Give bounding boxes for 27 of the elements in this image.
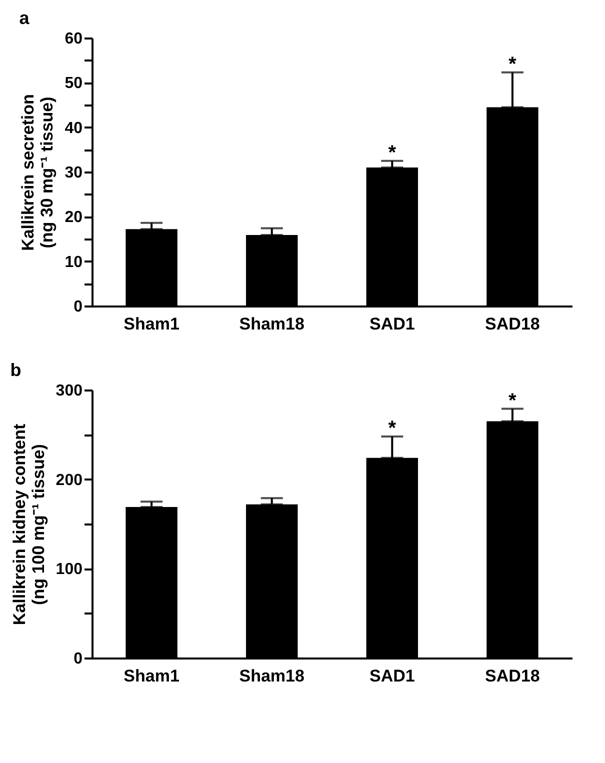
chart-title: a (19, 8, 30, 28)
x-tick-label: SAD1 (369, 666, 415, 686)
y-tick-label: 200 (56, 472, 83, 489)
y-tick-label: 20 (64, 209, 83, 226)
y-tick-label: 10 (64, 254, 83, 271)
x-tick-label: Sham18 (239, 314, 304, 334)
y-tick-label: 100 (56, 561, 83, 578)
x-tick-label: Sham18 (239, 666, 304, 686)
y-tick-label: 300 (56, 382, 83, 400)
annotation: * (388, 417, 396, 440)
y-tick-label: 0 (74, 298, 83, 316)
y-tick-label: 50 (64, 75, 83, 92)
x-tick-label: SAD1 (369, 314, 415, 334)
annotation: * (388, 142, 396, 164)
x-tick-label: SAD18 (485, 314, 540, 334)
chart-title: b (10, 360, 22, 380)
x-tick-label: SAD18 (485, 666, 540, 686)
y-tick-label: 0 (74, 650, 83, 668)
y-axis-title: Kallikrein secretion (ng 30 mg⁻¹ tissue) (18, 94, 57, 251)
annotation: * (508, 53, 517, 76)
x-tick-label: Sham1 (124, 666, 180, 686)
y-tick-label: 40 (64, 120, 83, 137)
x-tick-label: Sham1 (124, 314, 180, 334)
y-axis-title: Kallikrein kidney content (ng 100 mg⁻¹ tissue) (10, 424, 48, 626)
y-tick-label: 60 (64, 30, 83, 48)
annotation: * (508, 390, 517, 412)
y-tick-label: 30 (64, 164, 83, 182)
